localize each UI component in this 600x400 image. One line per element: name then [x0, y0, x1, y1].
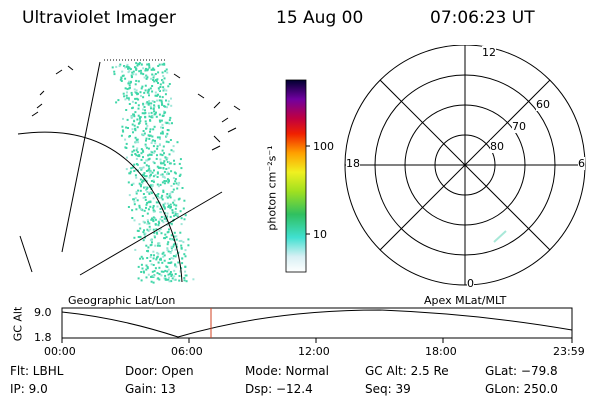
instrument-title: Ultraviolet Imager: [22, 8, 176, 28]
colorbar-tick-100: 100: [313, 140, 334, 153]
mode-info: Mode: Normal: [245, 364, 329, 378]
gc-alt-info: GC Alt: 2.5 Re: [365, 364, 449, 378]
polar-mlat-mlt-plot: [344, 45, 586, 286]
polar-emission-patch: [493, 230, 507, 243]
xtick-0000: 00:00: [44, 345, 76, 358]
altitude-ymin: 1.8: [34, 331, 52, 344]
seq-info: Seq: 39: [365, 382, 411, 396]
mlt-label-12: 12: [482, 46, 496, 59]
mlt-label-0: 0: [467, 277, 474, 290]
door-info: Door: Open: [125, 364, 194, 378]
glat-info: GLat: −79.8: [485, 364, 558, 378]
xtick-2359: 23:59: [553, 345, 585, 358]
altitude-curve: [61, 309, 573, 338]
colorbar-gradient: [285, 79, 307, 273]
colorbar-tick-10: 10: [313, 228, 327, 241]
xtick-1200: 12:00: [298, 345, 330, 358]
colorbar: [285, 79, 310, 273]
colorbar-unit-label: photon cm⁻²s⁻¹: [265, 145, 279, 231]
auroral-emission-band: [111, 62, 195, 284]
xtick-1800: 18:00: [425, 345, 457, 358]
time-label: 07:06:23 UT: [430, 8, 535, 28]
apex-caption: Apex MLat/MLT: [424, 294, 507, 307]
altitude-plot: [61, 307, 573, 343]
altitude-ylabel: GC Alt: [11, 306, 25, 342]
xtick-0600: 06:00: [171, 345, 203, 358]
dsp-info: Dsp: −12.4: [245, 382, 313, 396]
ip-info: IP: 9.0: [10, 382, 48, 396]
lat-label-80: 80: [490, 140, 504, 153]
earth-limb-ticks: [31, 65, 241, 151]
date-label: 15 Aug 00: [276, 8, 364, 28]
altitude-ymax: 9.0: [34, 306, 52, 319]
glon-info: GLon: 250.0: [485, 382, 558, 396]
mlt-label-6: 6: [578, 157, 585, 170]
gain-info: Gain: 13: [125, 382, 176, 396]
filter-info: Flt: LBHL: [10, 364, 64, 378]
mlt-label-18: 18: [346, 157, 360, 170]
lat-label-70: 70: [512, 120, 526, 133]
lat-label-60: 60: [536, 98, 550, 111]
geographic-grid: [17, 59, 223, 283]
geographic-caption: Geographic Lat/Lon: [68, 294, 176, 307]
